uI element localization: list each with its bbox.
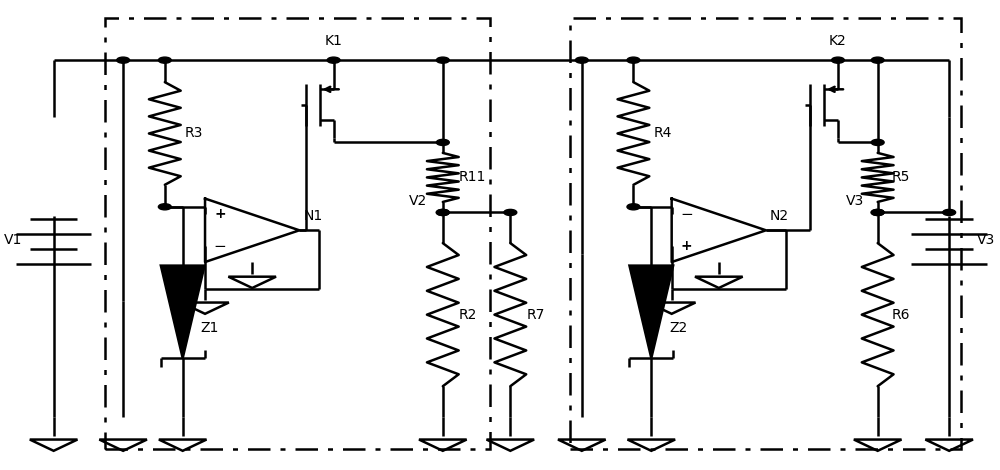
Text: R5: R5 [892,171,910,184]
Text: R6: R6 [892,308,910,321]
Circle shape [627,57,640,63]
Circle shape [871,139,884,146]
Text: R3: R3 [185,126,203,141]
Circle shape [871,57,884,63]
Text: K2: K2 [829,34,847,48]
Circle shape [158,204,171,210]
Circle shape [158,57,171,63]
Circle shape [871,210,884,215]
Bar [105,18,490,449]
Text: V2: V2 [409,194,427,208]
Circle shape [627,204,640,210]
Circle shape [436,210,449,215]
Circle shape [575,57,588,63]
Text: +: + [681,239,692,253]
Circle shape [943,210,956,215]
Text: N2: N2 [770,209,789,223]
Text: N1: N1 [303,209,323,223]
Circle shape [436,139,449,146]
Polygon shape [629,266,673,358]
Circle shape [871,210,884,215]
Text: −: − [680,207,693,222]
Text: V3: V3 [846,194,864,208]
Circle shape [504,210,517,215]
Text: Z1: Z1 [201,321,219,335]
Text: V3: V3 [977,233,995,247]
Circle shape [327,57,340,63]
Text: R4: R4 [653,126,672,141]
Circle shape [832,57,844,63]
Polygon shape [161,266,205,358]
Text: R7: R7 [526,308,545,321]
Text: R11: R11 [459,171,486,184]
Text: K1: K1 [325,34,343,48]
Text: +: + [214,207,226,221]
Text: V1: V1 [3,233,22,247]
Circle shape [117,57,130,63]
Circle shape [436,210,449,215]
Circle shape [436,57,449,63]
Text: −: − [214,239,226,254]
Bar [570,18,961,449]
Text: R2: R2 [459,308,477,321]
Text: Z2: Z2 [669,321,687,335]
